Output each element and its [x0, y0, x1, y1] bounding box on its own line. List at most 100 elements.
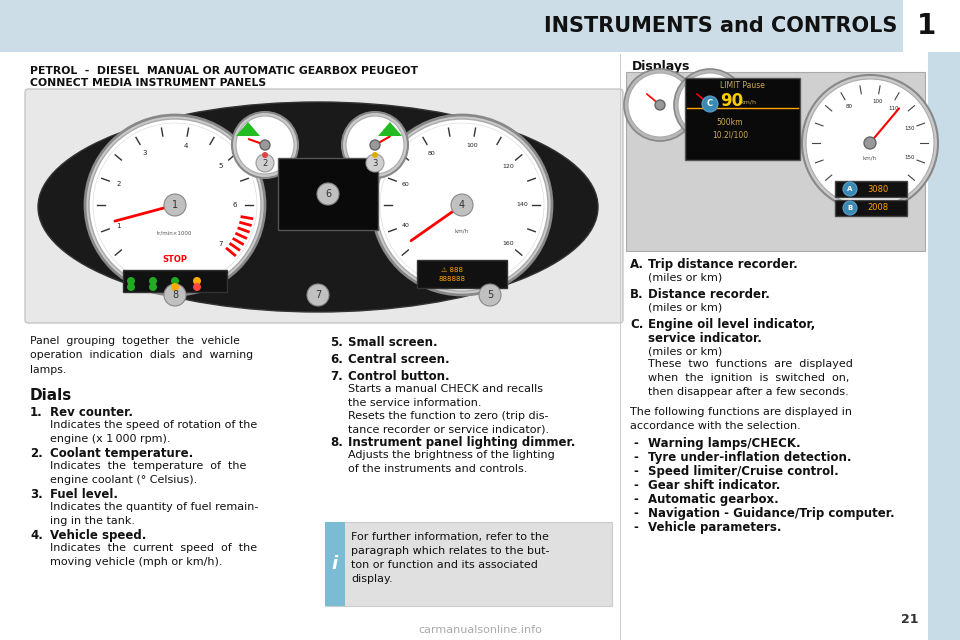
- Circle shape: [678, 73, 742, 137]
- Polygon shape: [236, 122, 260, 136]
- Text: -: -: [633, 521, 637, 534]
- Text: Central screen.: Central screen.: [348, 353, 449, 366]
- Circle shape: [85, 115, 265, 295]
- Text: Small screen.: Small screen.: [348, 336, 438, 349]
- Text: Starts a manual CHECK and recalls
the service information.
Resets the function t: Starts a manual CHECK and recalls the se…: [348, 384, 549, 435]
- Text: Automatic gearbox.: Automatic gearbox.: [648, 493, 779, 506]
- Text: Fuel level.: Fuel level.: [50, 488, 118, 501]
- Text: B.: B.: [630, 288, 643, 301]
- Text: Instrument panel lighting dimmer.: Instrument panel lighting dimmer.: [348, 436, 575, 449]
- Circle shape: [380, 123, 544, 287]
- Text: 60: 60: [401, 182, 410, 187]
- Text: Rev counter.: Rev counter.: [50, 406, 133, 419]
- Circle shape: [864, 137, 876, 149]
- Text: 3: 3: [372, 159, 377, 168]
- Text: 110: 110: [889, 106, 900, 111]
- Text: 3: 3: [143, 150, 147, 156]
- Text: LIMIT Pause: LIMIT Pause: [720, 81, 764, 90]
- Text: 4: 4: [459, 200, 465, 210]
- Text: 888888: 888888: [439, 276, 466, 282]
- Text: 80: 80: [428, 150, 436, 156]
- Text: 7: 7: [315, 290, 322, 300]
- Circle shape: [843, 201, 857, 215]
- Text: 90: 90: [720, 92, 744, 110]
- Text: Navigation - Guidance/Trip computer.: Navigation - Guidance/Trip computer.: [648, 507, 895, 520]
- Text: Trip distance recorder.: Trip distance recorder.: [648, 258, 798, 271]
- Text: Coolant temperature.: Coolant temperature.: [50, 447, 193, 460]
- Text: Indicates the speed of rotation of the
engine (x 1 000 rpm).: Indicates the speed of rotation of the e…: [50, 420, 257, 444]
- Circle shape: [164, 194, 186, 216]
- Text: Speed limiter/Cruise control.: Speed limiter/Cruise control.: [648, 465, 839, 478]
- Text: Displays: Displays: [632, 60, 690, 73]
- Circle shape: [307, 284, 329, 306]
- Circle shape: [366, 154, 384, 172]
- Bar: [325, 522, 345, 606]
- Circle shape: [628, 73, 692, 137]
- Text: 6.: 6.: [330, 353, 343, 366]
- Circle shape: [167, 197, 183, 213]
- Text: CONNECT MEDIA INSTRUMENT PANELS: CONNECT MEDIA INSTRUMENT PANELS: [30, 78, 266, 88]
- Text: Vehicle speed.: Vehicle speed.: [50, 529, 146, 542]
- Text: 100: 100: [872, 99, 882, 104]
- Circle shape: [479, 284, 501, 306]
- Bar: [835, 200, 907, 216]
- Text: 5.: 5.: [330, 336, 343, 349]
- Circle shape: [236, 116, 294, 174]
- Circle shape: [705, 100, 715, 110]
- Text: 6: 6: [324, 189, 331, 199]
- Text: Adjusts the brightness of the lighting
of the instruments and controls.: Adjusts the brightness of the lighting o…: [348, 450, 555, 474]
- Text: -: -: [633, 437, 637, 450]
- Circle shape: [127, 277, 135, 285]
- Text: i: i: [332, 555, 338, 573]
- Text: For further information, refer to the
paragraph which relates to the but-
ton or: For further information, refer to the pa…: [351, 532, 549, 584]
- Text: Tyre under-inflation detection.: Tyre under-inflation detection.: [648, 451, 852, 464]
- Bar: [123, 270, 227, 292]
- Text: -: -: [633, 465, 637, 478]
- Circle shape: [93, 123, 257, 287]
- Bar: [417, 260, 507, 288]
- Text: tr/min×1000: tr/min×1000: [157, 230, 193, 236]
- Text: 130: 130: [904, 126, 915, 131]
- Text: 5: 5: [487, 290, 493, 300]
- Text: carmanualsonline.info: carmanualsonline.info: [418, 625, 542, 635]
- Text: 5: 5: [219, 163, 223, 170]
- Text: Dials: Dials: [30, 388, 72, 403]
- Text: -: -: [633, 507, 637, 520]
- Text: -: -: [633, 493, 637, 506]
- Text: 1: 1: [917, 12, 936, 40]
- Polygon shape: [378, 122, 402, 136]
- Text: 3.: 3.: [30, 488, 43, 501]
- Circle shape: [655, 100, 665, 110]
- Text: Indicates the quantity of fuel remain-
ing in the tank.: Indicates the quantity of fuel remain- i…: [50, 502, 258, 525]
- Text: 100: 100: [467, 143, 478, 148]
- Circle shape: [843, 182, 857, 196]
- Circle shape: [260, 140, 270, 150]
- Text: 8.: 8.: [330, 436, 343, 449]
- Text: Engine oil level indicator,: Engine oil level indicator,: [648, 318, 815, 331]
- Text: ⚠ 888: ⚠ 888: [441, 267, 463, 273]
- Circle shape: [171, 283, 179, 291]
- Text: C: C: [707, 99, 713, 109]
- Circle shape: [164, 284, 186, 306]
- Text: PETROL  -  DIESEL  MANUAL OR AUTOMATIC GEARBOX PEUGEOT: PETROL - DIESEL MANUAL OR AUTOMATIC GEAR…: [30, 66, 418, 76]
- Text: 3080: 3080: [868, 184, 889, 193]
- Circle shape: [89, 119, 261, 291]
- Text: Vehicle parameters.: Vehicle parameters.: [648, 521, 781, 534]
- Text: km/h: km/h: [863, 156, 877, 161]
- Text: 1: 1: [116, 223, 121, 228]
- Bar: [278, 158, 378, 230]
- Circle shape: [376, 119, 548, 291]
- Circle shape: [193, 283, 201, 291]
- Text: 2.: 2.: [30, 447, 43, 460]
- Text: km/h: km/h: [740, 100, 756, 105]
- Circle shape: [624, 69, 696, 141]
- Circle shape: [127, 283, 135, 291]
- Text: 8: 8: [172, 290, 178, 300]
- Circle shape: [256, 154, 274, 172]
- Text: Distance recorder.: Distance recorder.: [648, 288, 770, 301]
- Circle shape: [149, 283, 157, 291]
- Text: 140: 140: [516, 202, 528, 207]
- Circle shape: [674, 69, 746, 141]
- Text: (miles or km): (miles or km): [648, 272, 722, 282]
- Text: (miles or km): (miles or km): [648, 346, 722, 356]
